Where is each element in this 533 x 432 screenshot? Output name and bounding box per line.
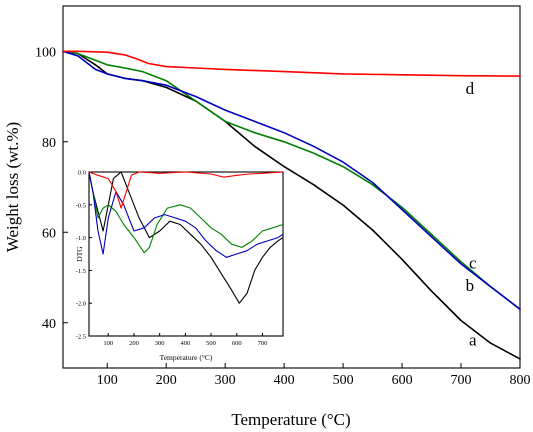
inset-x-tick-label: 100 <box>103 340 113 347</box>
inset-series-b-line <box>88 171 284 254</box>
curve-label-a: a <box>469 330 477 349</box>
inset-x-axis-title: Temperature (°C) <box>160 353 213 362</box>
main-y-tick-label: 100 <box>35 45 56 60</box>
main-x-tick-label: 400 <box>274 373 295 388</box>
inset-y-tick-label: -0.5 <box>76 202 86 209</box>
main-x-tick-label: 700 <box>451 373 472 388</box>
inset-plot: 100 200 300 400 500 600 700 0.0 -0.5 -1.0 -1.5 -2.… <box>75 170 284 362</box>
inset-series-c-line <box>88 171 284 258</box>
main-y-ticks: 40 60 80 100 <box>35 45 68 332</box>
main-x-tick-label: 200 <box>156 373 177 388</box>
inset-series-d-line <box>88 171 284 209</box>
main-x-tick-label: 800 <box>510 373 531 388</box>
main-x-tick-label: 600 <box>392 373 413 388</box>
inset-y-tick-label: -1.5 <box>76 268 86 275</box>
main-y-tick-label: 80 <box>42 136 56 151</box>
inset-y-tick-label: 0.0 <box>78 170 86 177</box>
curve-label-b: b <box>466 276 475 295</box>
inset-x-tick-label: 700 <box>258 340 268 347</box>
inset-x-tick-label: 600 <box>232 340 242 347</box>
inset-x-tick-label: 500 <box>206 340 216 347</box>
main-series-c-line <box>62 50 521 310</box>
inset-y-axis-title: DTG <box>75 246 84 262</box>
inset-y-tick-label: -1.0 <box>76 235 86 242</box>
inset-y-tick-label: -2.5 <box>76 334 86 341</box>
inset-y-tick-label: -2.0 <box>76 301 86 308</box>
main-x-tick-label: 300 <box>215 373 236 388</box>
main-x-tick-label: 500 <box>333 373 354 388</box>
inset-x-tick-label: 400 <box>180 340 190 347</box>
main-series-d-line <box>62 50 521 77</box>
main-series-group <box>62 50 521 360</box>
main-x-axis-title: Temperature (°C) <box>231 410 350 429</box>
main-y-tick-label: 60 <box>42 226 56 241</box>
main-x-tick-label: 100 <box>97 373 118 388</box>
inset-x-ticks: 100 200 300 400 500 600 700 <box>103 333 267 347</box>
inset-background <box>89 172 283 336</box>
inset-x-tick-label: 200 <box>129 340 139 347</box>
main-curve-labels: d cb a <box>466 79 477 349</box>
main-x-ticks: 100 200 300 400 500 600 700 800 <box>97 363 531 388</box>
main-series-b-line <box>62 50 521 310</box>
main-y-tick-label: 40 <box>42 317 56 332</box>
inset-y-ticks: 0.0 -0.5 -1.0 -1.5 -2.0 -2.5 <box>76 170 92 341</box>
main-plot-frame <box>62 5 521 369</box>
curve-label-d: d <box>466 79 475 98</box>
inset-x-tick-label: 300 <box>155 340 165 347</box>
main-y-axis-title: Weight loss (wt.%) <box>3 122 22 252</box>
inset-series-group <box>88 171 284 304</box>
curve-label-c: c <box>469 253 477 272</box>
